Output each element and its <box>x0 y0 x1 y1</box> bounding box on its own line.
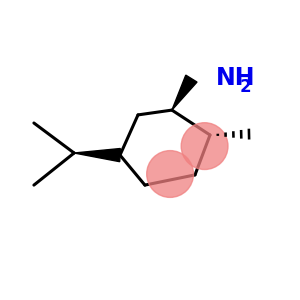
Text: 2: 2 <box>240 78 252 96</box>
Polygon shape <box>74 148 120 162</box>
Circle shape <box>147 151 194 197</box>
Polygon shape <box>172 75 197 110</box>
Circle shape <box>181 123 228 169</box>
Text: NH: NH <box>216 66 256 90</box>
